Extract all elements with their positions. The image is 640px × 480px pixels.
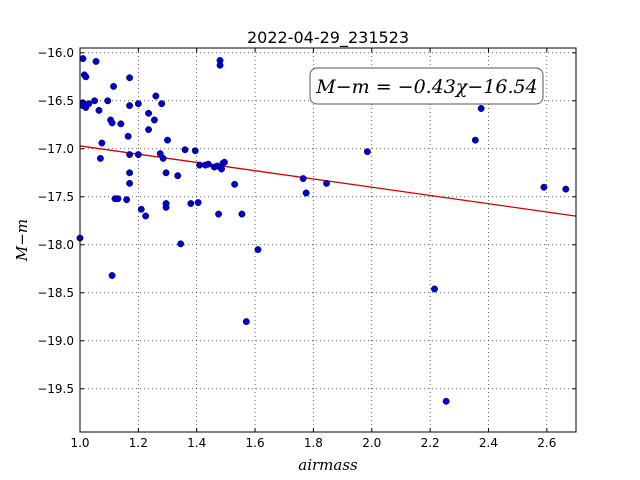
data-point <box>215 210 223 218</box>
data-point <box>159 154 167 162</box>
tick-marks <box>79 48 576 432</box>
data-point <box>91 97 99 105</box>
data-point <box>124 132 132 140</box>
plot-frame <box>79 47 577 433</box>
data-points <box>76 55 570 405</box>
data-point <box>471 136 479 144</box>
annotation-box: M−m = −0.43χ−16.54 <box>309 67 544 105</box>
data-point <box>477 105 485 112</box>
data-point <box>164 136 171 144</box>
data-point <box>220 158 228 166</box>
data-point <box>145 126 153 134</box>
y-tick-label: −17.0 <box>37 142 74 156</box>
data-point <box>114 195 122 203</box>
x-tick-label: 1.2 <box>129 436 148 450</box>
data-point <box>218 165 225 173</box>
data-point <box>108 272 116 279</box>
data-point <box>104 97 112 105</box>
data-point <box>126 179 134 187</box>
data-point <box>187 200 195 207</box>
data-point <box>254 246 262 254</box>
data-point <box>302 189 310 197</box>
x-tick-label: 1.4 <box>187 436 206 450</box>
data-point <box>177 240 185 248</box>
data-point <box>191 147 199 155</box>
fit-equation: M−m = −0.43χ−16.54 <box>315 76 537 98</box>
data-point <box>196 161 204 169</box>
data-point <box>85 100 93 108</box>
data-point <box>137 205 145 213</box>
data-point <box>299 175 307 183</box>
data-point <box>123 196 131 204</box>
annotation-frame <box>309 67 544 105</box>
x-axis-label: airmass <box>298 456 358 474</box>
data-point <box>194 199 202 207</box>
data-point <box>162 169 170 177</box>
data-point <box>562 185 570 193</box>
grid <box>80 48 576 432</box>
y-axis-label: M−m <box>13 219 31 262</box>
x-tick-labels: 1.0 1.2 1.4 1.6 1.8 2.0 2.2 2.4 2.6 <box>70 436 556 450</box>
chart-title: 2022-04-29_231523 <box>247 28 409 48</box>
data-point <box>96 154 104 162</box>
y-tick-label: −19.5 <box>37 382 74 396</box>
data-point <box>79 55 87 63</box>
x-tick-label: 1.0 <box>70 436 89 450</box>
data-point <box>238 210 246 218</box>
x-tick-label: 1.6 <box>246 436 265 450</box>
data-point <box>162 203 170 211</box>
y-tick-label: −19.0 <box>37 334 74 348</box>
data-point <box>431 285 438 293</box>
data-point <box>174 172 182 180</box>
x-tick-label: 2.2 <box>421 436 440 450</box>
y-tick-label: −18.0 <box>37 238 74 252</box>
data-point <box>158 100 166 108</box>
data-point <box>82 73 90 81</box>
x-tick-label: 2.6 <box>537 436 556 450</box>
data-point <box>540 183 548 191</box>
data-point <box>95 106 103 114</box>
data-point <box>98 139 106 147</box>
y-tick-labels: −16.0 −16.5 −17.0 −17.5 −18.0 −18.5 −19.0 −19.5 <box>37 46 74 396</box>
data-point <box>126 74 134 82</box>
data-point <box>134 151 142 159</box>
data-point <box>231 180 239 188</box>
data-point <box>442 397 450 405</box>
data-point <box>323 179 330 187</box>
data-point <box>242 318 250 326</box>
y-tick-label: −18.5 <box>37 286 74 300</box>
y-tick-label: −16.0 <box>37 46 74 60</box>
data-point <box>126 102 134 110</box>
y-tick-label: −17.5 <box>37 190 74 204</box>
data-point <box>363 148 371 156</box>
data-point <box>142 212 150 220</box>
data-point <box>126 169 134 177</box>
data-point <box>134 100 142 108</box>
x-tick-label: 2.4 <box>479 436 498 450</box>
data-point <box>150 116 158 124</box>
data-point <box>110 82 118 90</box>
data-point <box>145 109 153 117</box>
data-point <box>92 57 100 65</box>
data-point <box>117 120 125 128</box>
data-point <box>181 146 189 154</box>
data-point <box>204 160 212 168</box>
y-tick-label: −16.5 <box>37 94 74 108</box>
data-point <box>126 151 134 159</box>
data-point <box>216 61 224 69</box>
data-point <box>152 92 160 100</box>
x-tick-label: 1.8 <box>304 436 323 450</box>
data-point <box>108 119 116 127</box>
x-tick-label: 2.0 <box>362 436 381 450</box>
